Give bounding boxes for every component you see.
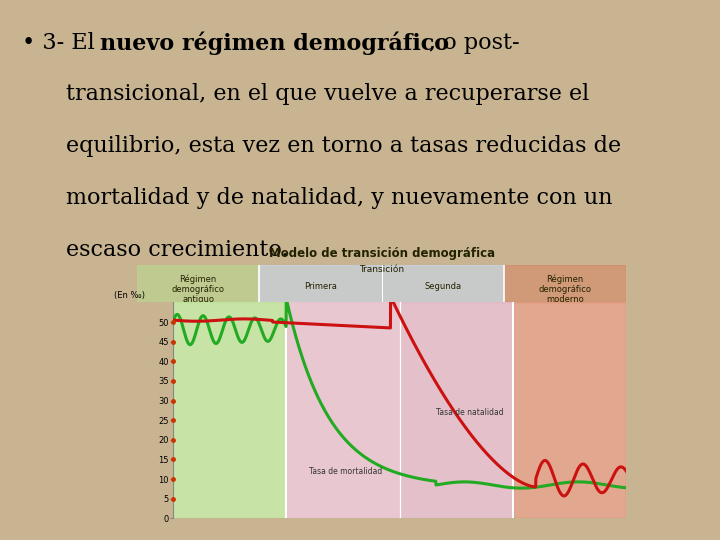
Text: • 3- El: • 3- El bbox=[22, 31, 102, 53]
Text: Régimen
demográfico
antiguo: Régimen demográfico antiguo bbox=[171, 274, 225, 305]
Text: Segunda: Segunda bbox=[424, 282, 462, 291]
Bar bbox=[504, 265, 626, 302]
Bar bbox=[287, 302, 400, 518]
Text: mortalidad y de natalidad, y nuevamente con un: mortalidad y de natalidad, y nuevamente … bbox=[66, 187, 613, 209]
Bar bbox=[400, 302, 513, 518]
Text: , o post-: , o post- bbox=[428, 31, 519, 53]
Text: Tasa de natalidad: Tasa de natalidad bbox=[436, 408, 503, 417]
Bar bbox=[513, 302, 626, 518]
Text: Régimen
demográfico
moderno: Régimen demográfico moderno bbox=[539, 274, 592, 305]
Text: equilibrio, esta vez en torno a tasas reducidas de: equilibrio, esta vez en torno a tasas re… bbox=[66, 135, 621, 157]
Text: transicional, en el que vuelve a recuperarse el: transicional, en el que vuelve a recuper… bbox=[66, 83, 589, 105]
Text: Transición: Transición bbox=[359, 265, 404, 274]
Text: Modelo de transición demográfica: Modelo de transición demográfica bbox=[269, 247, 495, 260]
Text: nuevo régimen demográfico: nuevo régimen demográfico bbox=[100, 31, 449, 55]
Text: escaso crecimiento.: escaso crecimiento. bbox=[66, 239, 289, 261]
Bar bbox=[173, 302, 287, 518]
Bar bbox=[259, 265, 504, 302]
Text: (En ‰): (En ‰) bbox=[114, 291, 145, 300]
Bar bbox=[137, 265, 259, 302]
Text: Tasa de mortalidad: Tasa de mortalidad bbox=[309, 467, 382, 476]
Text: Primera: Primera bbox=[304, 282, 337, 291]
